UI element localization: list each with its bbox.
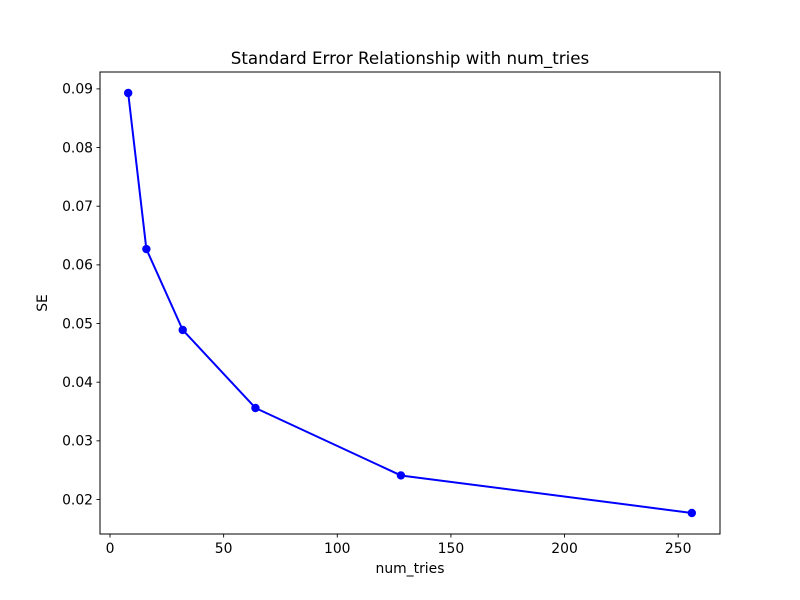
x-tick-label: 150	[438, 541, 465, 557]
x-tick-label: 250	[665, 541, 692, 557]
x-tick-label: 0	[106, 541, 115, 557]
x-axis-ticks: 0 50 100 150 200 250	[106, 534, 692, 557]
y-axis-label: SE	[35, 294, 51, 312]
x-tick-label: 50	[215, 541, 233, 557]
y-tick-label: 0.03	[62, 434, 93, 450]
y-tick-label: 0.04	[62, 375, 93, 391]
y-tick-label: 0.02	[62, 492, 93, 508]
y-tick-label: 0.07	[62, 199, 93, 215]
data-series	[123, 88, 697, 518]
y-axis-ticks: 0.02 0.03 0.04 0.05 0.06 0.07 0.08 0.09	[62, 82, 100, 508]
data-point-marker	[687, 508, 697, 518]
series-line	[127, 92, 693, 514]
data-point-marker	[178, 325, 187, 335]
chart-title: Standard Error Relationship with num_tri…	[231, 48, 589, 69]
data-point-marker	[251, 403, 260, 413]
axes-box	[99, 71, 721, 535]
y-tick-label: 0.09	[62, 82, 93, 98]
y-tick-label: 0.08	[62, 140, 93, 156]
data-point-marker	[142, 244, 151, 254]
x-axis-label: num_tries	[376, 561, 445, 577]
x-tick-label: 200	[551, 541, 578, 557]
x-tick-label: 100	[324, 541, 351, 557]
data-point-marker	[396, 471, 406, 480]
y-tick-label: 0.05	[62, 316, 93, 332]
y-tick-label: 0.06	[62, 258, 93, 274]
data-point-marker	[123, 88, 133, 98]
